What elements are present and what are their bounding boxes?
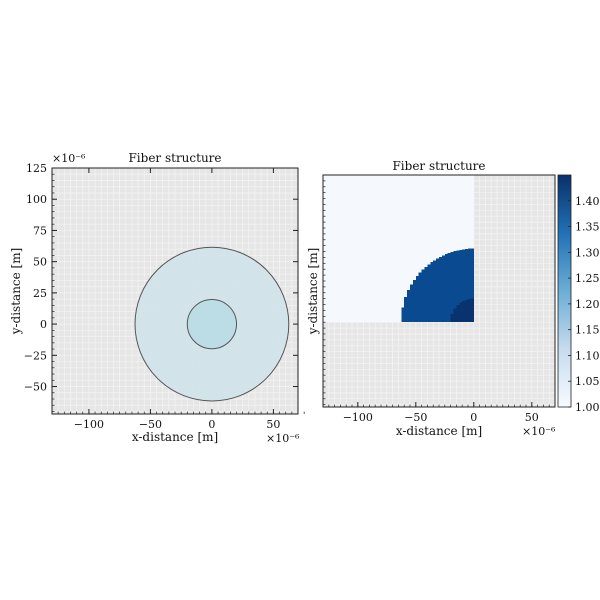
- left-y-multiplier: ×10⁻⁶: [52, 152, 86, 165]
- core-circle: [186, 298, 237, 350]
- y-tick-label: 0: [40, 318, 47, 331]
- heatmap-cladding-quadrant: [401, 248, 474, 323]
- right-y-axis-label: y-distance [m]: [306, 248, 320, 336]
- colorbar-tick-label: 1.20: [575, 298, 600, 311]
- left-shapes: [134, 246, 290, 402]
- left-x-axis-label: x-distance [m]: [132, 430, 218, 444]
- colorbar-tick-label: 1.25: [575, 272, 600, 285]
- x-tick-label: −100: [343, 411, 373, 424]
- colorbar-tick-label: 1.40: [575, 195, 600, 208]
- left-chart-title: Fiber structure: [128, 151, 221, 165]
- x-tick-label: −100: [74, 418, 104, 431]
- colorbar: [557, 174, 572, 408]
- x-tick-label: −50: [404, 411, 427, 424]
- right-chart-title: Fiber structure: [392, 159, 485, 173]
- left-chart: −100 −50 0 50 125 100 75 50 25 0 −25 −50 Fiber stru…: [9, 151, 305, 445]
- colorbar-tick-label: 1.00: [575, 401, 600, 414]
- y-tick-label: 25: [33, 287, 47, 300]
- x-tick-label: 50: [266, 418, 280, 431]
- right-x-multiplier: ×10⁻⁶: [522, 425, 556, 438]
- y-tick-label: 50: [33, 256, 47, 269]
- right-ticks: −100 −50 0 50: [323, 174, 556, 424]
- y-tick-label: 75: [33, 224, 47, 237]
- right-x-axis-label: x-distance [m]: [396, 424, 482, 438]
- right-chart: −100 −50 0 50 Fiber structure ×10⁻⁶ x-dista…: [306, 159, 600, 438]
- colorbar-tick-label: 1.10: [575, 349, 600, 362]
- y-tick-label: 100: [26, 193, 47, 206]
- y-tick-label: −50: [24, 381, 47, 394]
- x-tick-label: −50: [139, 418, 162, 431]
- colorbar-tick-label: 1.15: [575, 324, 600, 337]
- right-heatmap: [323, 175, 474, 323]
- left-ticks: −100 −50 0 50 125 100 75 50 25 0 −25 −50: [24, 162, 305, 431]
- heatmap-core-quadrant: [450, 298, 474, 323]
- y-tick-label: 125: [26, 162, 47, 175]
- x-tick-label: 50: [525, 411, 539, 424]
- colorbar-tick-label: 1.05: [575, 375, 600, 388]
- x-tick-label: 0: [208, 418, 215, 431]
- left-y-axis-label: y-distance [m]: [9, 248, 23, 336]
- colorbar-tick-label: 1.30: [575, 246, 600, 259]
- colorbar-ticks: 1.40 1.35 1.30 1.25 1.20 1.15 1.10 1.05 1.00: [568, 195, 600, 414]
- x-tick-label: 0: [470, 411, 477, 424]
- y-tick-label: −25: [24, 349, 47, 362]
- left-x-multiplier: ×10⁻⁶: [266, 432, 300, 445]
- colorbar-tick-label: 1.35: [575, 221, 600, 234]
